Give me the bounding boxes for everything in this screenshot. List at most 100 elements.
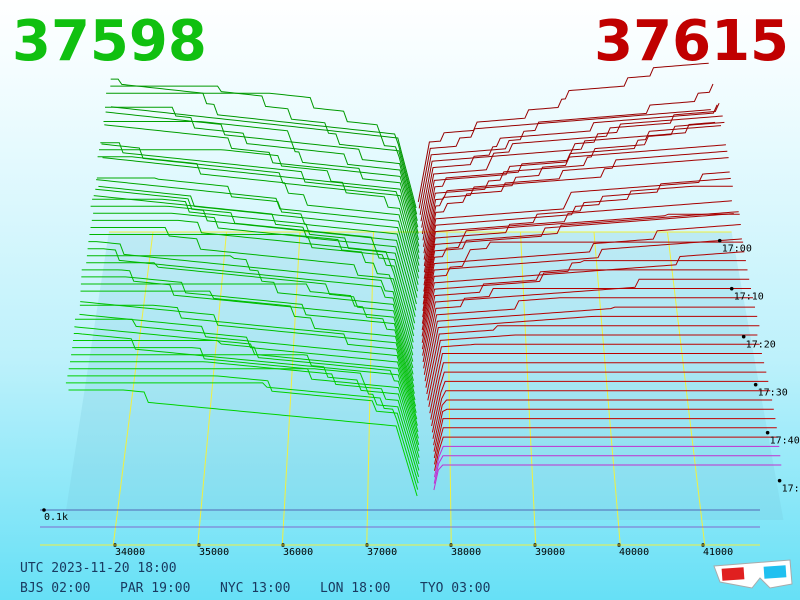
bid-curve [81,269,415,388]
bid-curve [88,241,414,362]
time-tick [765,430,770,435]
time-label: 17:40 [770,436,800,447]
ask-curve [422,269,748,356]
floor-grid [40,231,784,547]
ask-curve [431,380,769,433]
ask-curve [427,334,758,401]
ask-curve [421,241,744,337]
ask-curve [433,408,774,452]
ask-curve [423,144,726,260]
price-label: 34000 [115,547,145,558]
bid-curve [68,389,418,497]
ask-curve [433,464,782,491]
time-tick [777,478,782,483]
price-grid-line [520,231,537,546]
zone-time: PAR 19:00 [120,581,190,596]
ask-curve [424,306,755,382]
ask-curve [420,121,716,222]
ask-curve [421,260,746,350]
ask-curve [433,445,780,478]
bid-curve [97,156,419,285]
bid-curve [91,219,414,343]
price-grid-line [366,231,374,546]
ask-curve [426,325,760,395]
ask-curve [423,121,725,254]
time-label: 17:50 [782,484,800,495]
price-label: 39000 [535,547,565,558]
bid-curve [71,354,420,465]
ask-curve [423,200,732,292]
price-label: 37000 [367,547,397,558]
bid-curve [90,205,415,330]
bid-curve [73,333,420,445]
ask-curve [418,109,711,209]
bid-curve [70,361,420,471]
ask-curve [422,211,739,311]
bid-curve [105,106,420,241]
axis-labels: 34000 35000 36000 37000 38000 39000 40000 41000… [42,238,800,558]
zone-time: NYC 13:00 [220,581,290,596]
ask-curve [429,353,762,414]
depth-curves [65,62,782,497]
ask-curve [417,62,709,203]
bid-curve [110,78,418,215]
bid-curve [111,106,417,209]
ask-curve [422,213,734,305]
bid-curve [86,262,414,381]
time-label: 17:20 [746,340,776,351]
time-tick [741,334,746,339]
zone-time: LON 18:00 [320,581,390,596]
time-label: 17:10 [734,292,764,303]
ask-curve [433,418,776,459]
bid-curve [104,124,420,247]
ask-curve [422,125,722,241]
bid-curve [67,375,419,484]
ask-curve [431,371,767,427]
bid-curve [99,149,419,279]
price-label: 36000 [283,547,313,558]
bid-curve [72,347,420,458]
ask-curve [423,297,753,375]
ask-curve [422,213,740,318]
price-label: 35000 [199,547,229,558]
bid-curve [93,195,416,317]
ask-curve [430,362,765,420]
ask-curve [434,427,777,465]
bid-curve [110,85,418,221]
ask-curve [423,150,728,267]
price-label: 40000 [619,547,649,558]
ask-curve [423,171,730,279]
ask-curve [433,399,773,446]
ask-curve [419,83,714,215]
bid-curve [106,92,419,228]
bid-curve [86,255,414,375]
bid-curve [65,382,419,490]
bid-curve [103,121,420,253]
ask-curve [425,315,758,388]
price-grid-line [667,231,706,546]
ask-curve [421,224,741,324]
price-label: 41000 [703,547,733,558]
bid-curve [68,368,420,477]
bid-curve [92,198,416,324]
ask-curve [423,157,729,273]
price-label: 38000 [451,547,481,558]
bid-curve [89,234,414,356]
bid-curve [96,179,419,292]
bid-curve [105,111,419,234]
bid-curve [93,212,415,337]
ask-curve [422,278,750,363]
zone-time: BJS 02:00 [20,581,90,596]
depth-label: 0.1k [44,512,68,523]
depth-tick [42,508,46,512]
glasses-icon [713,559,793,589]
ask-curve [421,104,718,228]
bid-curve [102,157,420,260]
bid-curve [74,326,419,439]
bid-curve [90,227,414,349]
ask-price: 37615 [594,9,789,74]
bid-curve [80,290,417,407]
ask-curve [433,455,781,484]
